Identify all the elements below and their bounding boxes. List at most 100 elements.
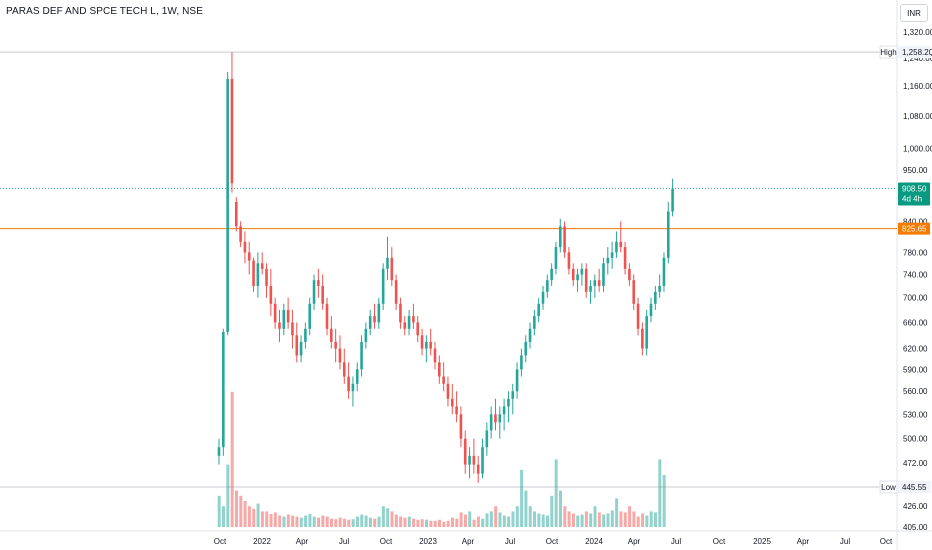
candle-body xyxy=(641,328,644,349)
candle-body xyxy=(623,247,627,269)
candle-body xyxy=(364,328,368,342)
volume-bar xyxy=(623,512,627,527)
volume-bar xyxy=(252,508,256,527)
candle-body xyxy=(433,348,437,363)
volume-bar xyxy=(533,511,537,527)
candle-body xyxy=(247,252,251,261)
x-axis-ticks: Oct 2022 Apr Jul Oct 2023 Apr Jul Oct 2024 Apr Jul O… xyxy=(214,537,893,546)
high-value-bg xyxy=(898,46,931,59)
volume-bar xyxy=(433,520,437,527)
volume-bar xyxy=(593,506,597,527)
last-price-countdown: 4d 4h xyxy=(902,195,922,204)
volume-bar xyxy=(632,511,636,527)
volume-bar xyxy=(278,515,282,527)
candle-body xyxy=(654,291,657,304)
candle-body xyxy=(222,332,225,448)
candle-body xyxy=(546,280,549,292)
volume-bar xyxy=(463,514,467,527)
y-tick-label: 700.00 xyxy=(903,294,928,303)
volume-bar xyxy=(377,516,381,527)
candle-body xyxy=(468,455,471,465)
volume-bar xyxy=(399,516,403,527)
low-label-bg xyxy=(879,480,898,494)
candle-body xyxy=(390,257,394,281)
volume-bar xyxy=(282,516,286,527)
volume-bar xyxy=(373,518,377,527)
volume-bar xyxy=(295,516,299,527)
y-axis-ticks: 1,320.00 1,240.00 1,160.00 1,080.00 1,000.00… xyxy=(903,28,932,532)
volume-bar xyxy=(429,520,433,527)
volume-bar xyxy=(368,517,372,527)
x-tick-label: 2025 xyxy=(753,537,771,546)
candle-body xyxy=(373,316,376,323)
x-tick-label: Apr xyxy=(797,537,810,546)
volume-bar xyxy=(308,514,312,527)
x-tick-label: 2023 xyxy=(419,537,437,546)
x-tick-label: Jul xyxy=(339,537,349,546)
candle-body xyxy=(649,303,653,317)
volume-bar xyxy=(334,519,338,527)
y-tick-label: 1,160.00 xyxy=(903,82,932,91)
volume-bar xyxy=(606,513,610,527)
x-tick-label: Oct xyxy=(380,537,393,546)
candle-body xyxy=(597,280,601,286)
volume-bar xyxy=(256,503,260,527)
candle-body xyxy=(230,78,234,184)
candle-body xyxy=(260,263,264,269)
y-tick-label: 740.00 xyxy=(903,270,928,279)
candle-body xyxy=(299,341,303,356)
candle-body xyxy=(485,430,489,448)
candle-body xyxy=(295,335,299,356)
volume-bar xyxy=(550,495,554,527)
volume-bar xyxy=(416,519,420,527)
volume-bar xyxy=(412,518,416,527)
volume-bar xyxy=(511,511,515,527)
volume-bar xyxy=(450,517,454,527)
candle-body xyxy=(412,316,415,323)
horizontal-line-tag: 825.65 xyxy=(902,225,927,234)
volume-bar xyxy=(325,516,329,527)
volume-bar xyxy=(351,519,355,527)
volume-bar xyxy=(420,519,424,527)
volume-bar xyxy=(273,512,277,527)
candle-body xyxy=(317,280,320,286)
candle-body xyxy=(394,280,398,304)
volume-bar xyxy=(636,516,640,527)
candle-body xyxy=(520,355,523,370)
y-tick-label: 472.00 xyxy=(903,459,928,468)
y-tick-label: 620.00 xyxy=(903,345,928,354)
candle-body xyxy=(252,260,255,286)
candle-body xyxy=(243,241,247,253)
candle-body xyxy=(286,309,290,323)
candle-body xyxy=(386,257,389,269)
x-tick-label: Jul xyxy=(840,537,850,546)
candle-body xyxy=(429,341,432,349)
volume-bar xyxy=(558,490,562,527)
candle-body xyxy=(312,280,316,304)
volume-bar xyxy=(226,464,230,527)
chart-title: PARAS DEF AND SPCE TECH L, 1W, NSE xyxy=(6,6,203,17)
volume-bar xyxy=(610,510,614,527)
volume-bar xyxy=(321,515,325,527)
candle-body xyxy=(476,464,480,474)
volume-bar xyxy=(234,490,238,527)
y-tick-label: 530.00 xyxy=(903,410,928,419)
candle-body xyxy=(338,348,342,363)
horizontal-line-tag-bg xyxy=(898,222,930,235)
volume-bar xyxy=(442,521,446,527)
volume-bar xyxy=(338,517,342,527)
volume-bar xyxy=(260,511,264,527)
candle-body xyxy=(571,268,575,281)
candle-body xyxy=(558,226,562,248)
currency-button[interactable]: INR xyxy=(900,4,928,22)
candle-body xyxy=(226,78,229,333)
volume-bar xyxy=(507,516,511,527)
candle-body xyxy=(351,383,355,392)
candle-body xyxy=(347,376,350,392)
volume-bar xyxy=(304,515,308,527)
volume-bar xyxy=(247,506,251,527)
y-tick-label: 1,320.00 xyxy=(903,28,932,37)
candle-body xyxy=(455,406,458,415)
